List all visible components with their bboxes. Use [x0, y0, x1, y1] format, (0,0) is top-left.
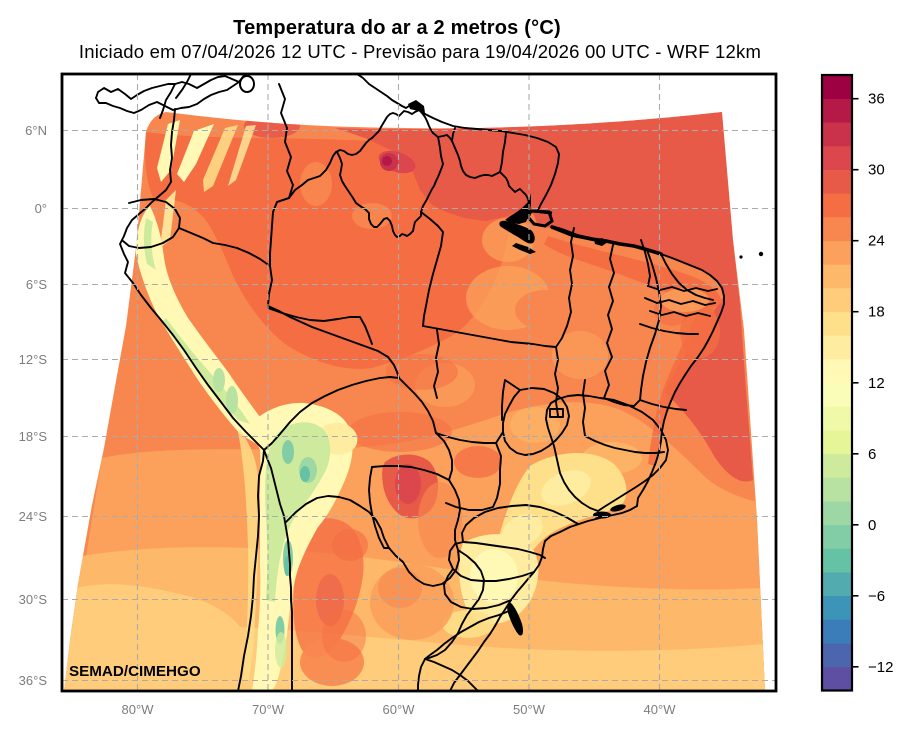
svg-text:36°S: 36°S	[19, 673, 48, 688]
svg-text:70°W: 70°W	[252, 702, 285, 717]
svg-text:18: 18	[868, 304, 885, 321]
svg-text:0: 0	[868, 517, 876, 534]
svg-text:50°W: 50°W	[513, 702, 546, 717]
svg-text:80°W: 80°W	[122, 702, 155, 717]
svg-text:6°N: 6°N	[25, 123, 47, 138]
svg-text:SEMAD/CIMEHGO: SEMAD/CIMEHGO	[69, 663, 201, 680]
svg-text:60°W: 60°W	[383, 702, 416, 717]
svg-text:−12: −12	[868, 659, 893, 676]
svg-text:30: 30	[868, 162, 885, 179]
svg-text:40°W: 40°W	[644, 702, 677, 717]
svg-text:24: 24	[868, 233, 885, 250]
svg-text:12°S: 12°S	[19, 352, 48, 367]
svg-text:Temperatura do ar a 2 metros (: Temperatura do ar a 2 metros (°C)	[233, 17, 561, 39]
svg-text:30°S: 30°S	[19, 592, 48, 607]
svg-text:18°S: 18°S	[19, 429, 48, 444]
svg-text:0°: 0°	[35, 201, 47, 216]
svg-text:−6: −6	[868, 588, 885, 605]
svg-text:Iniciado em 07/04/2026 12 UTC: Iniciado em 07/04/2026 12 UTC - Previsão…	[79, 41, 761, 62]
svg-text:12: 12	[868, 375, 885, 392]
svg-text:36: 36	[868, 91, 885, 108]
svg-text:6: 6	[868, 446, 876, 463]
svg-text:6°S: 6°S	[26, 277, 47, 292]
svg-text:24°S: 24°S	[19, 509, 48, 524]
